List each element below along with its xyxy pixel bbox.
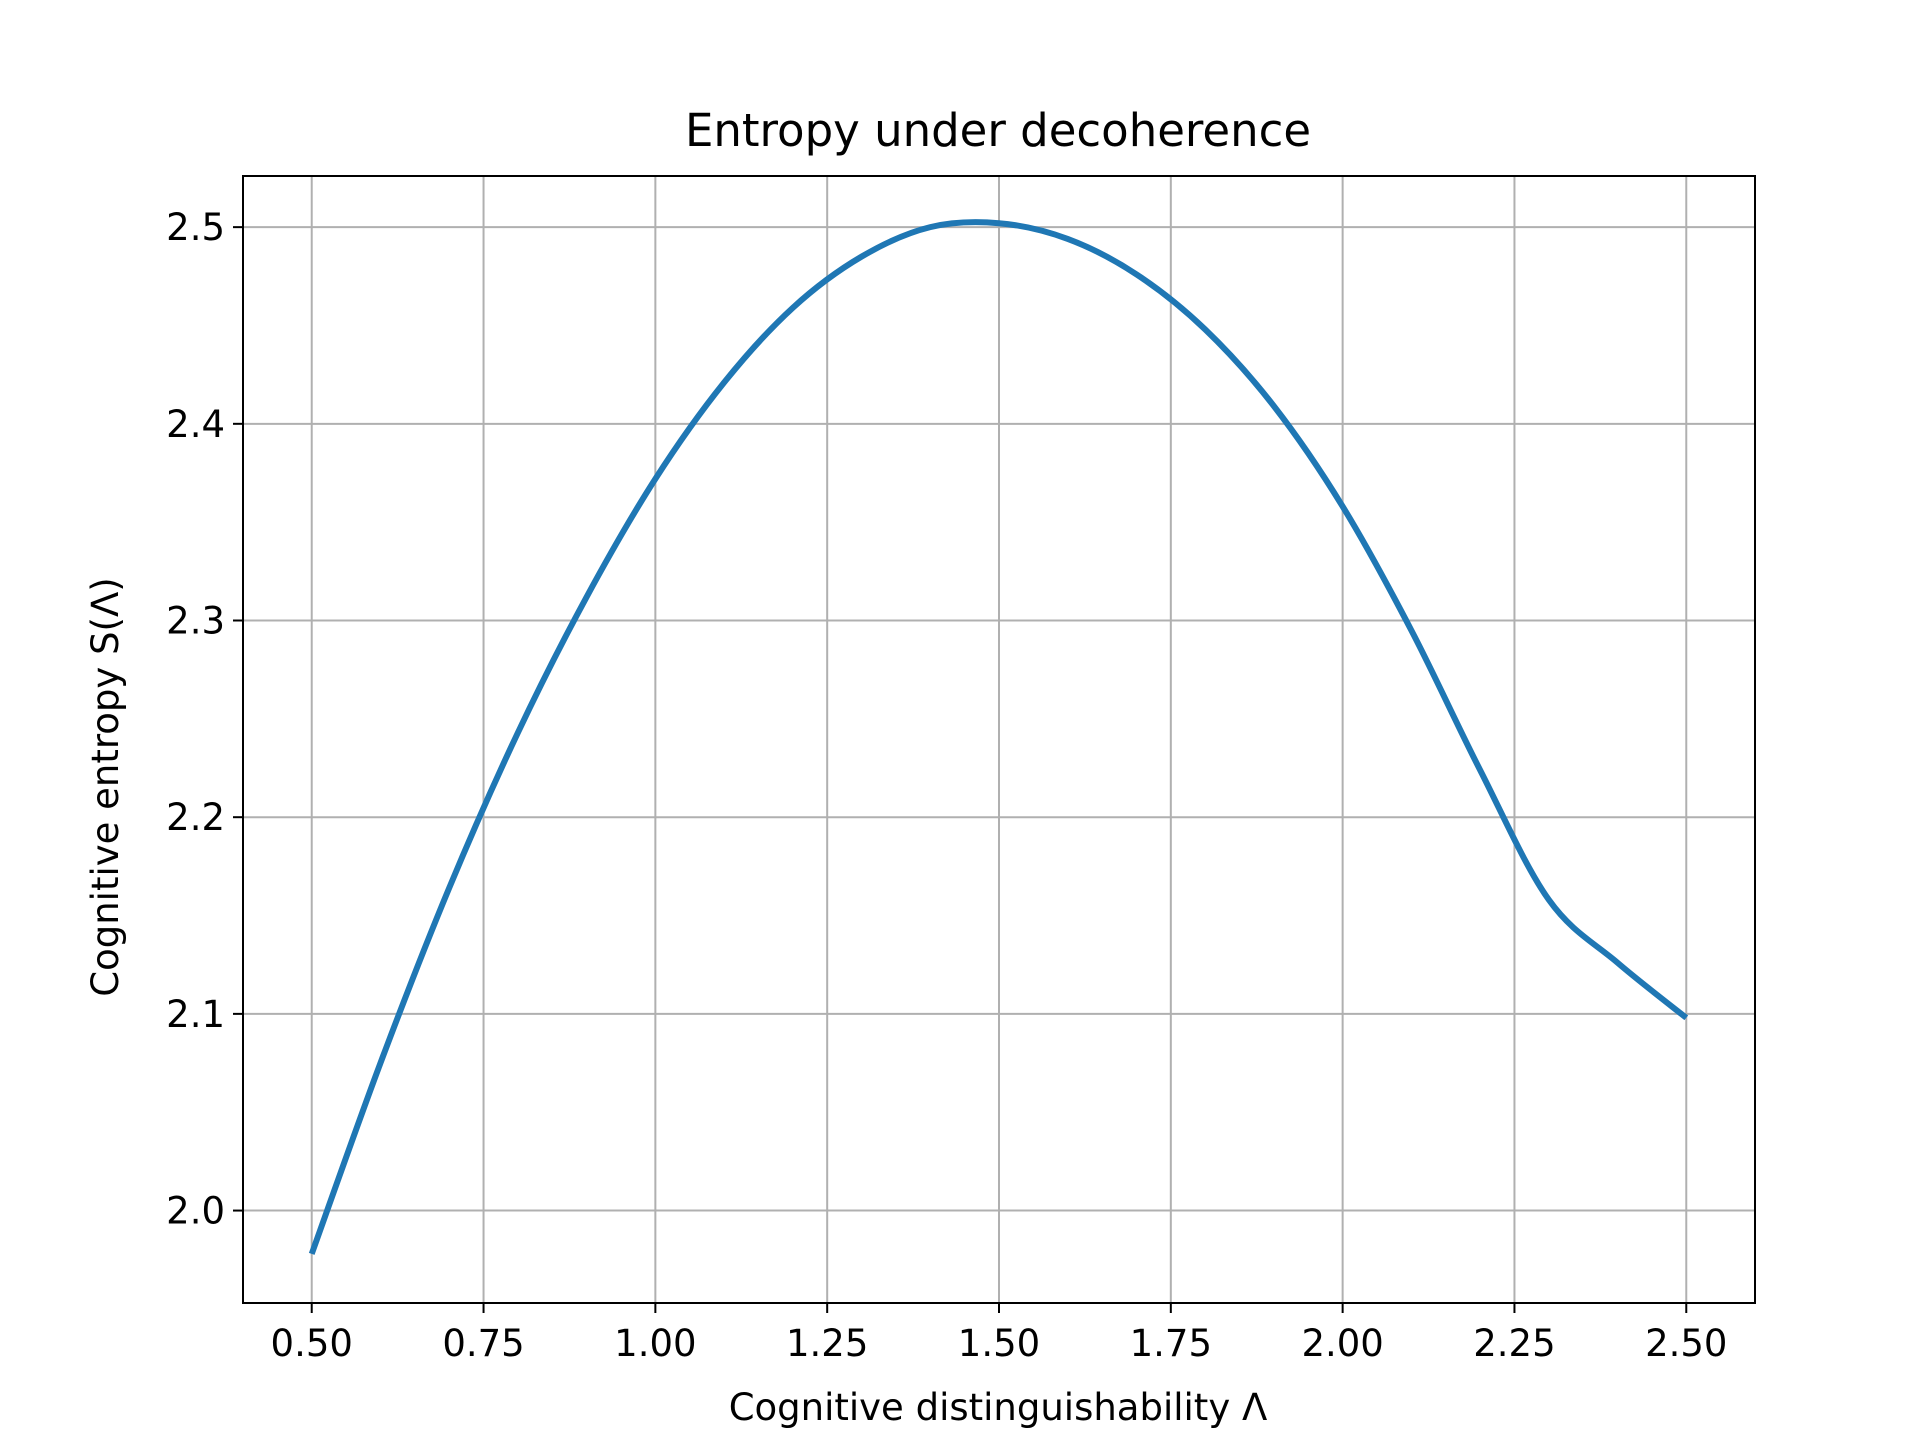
series-line <box>308 219 1689 1255</box>
x-tick-label: 1.25 <box>786 1322 868 1365</box>
x-tick-label: 2.50 <box>1645 1322 1727 1365</box>
chart-title: Entropy under decoherence <box>685 104 1311 157</box>
y-ticks: 2.0 2.1 2.2 2.3 2.4 2.5 <box>166 206 243 1233</box>
x-tick-label: 2.25 <box>1473 1322 1555 1365</box>
x-tick-label: 1.75 <box>1130 1322 1212 1365</box>
x-tick-label: 1.50 <box>958 1322 1040 1365</box>
y-tick-label: 2.5 <box>166 206 225 249</box>
x-tick-label: 1.00 <box>614 1322 696 1365</box>
y-tick-label: 2.3 <box>166 600 225 643</box>
y-tick-label: 2.1 <box>166 993 225 1036</box>
x-tick-label: 0.75 <box>442 1322 524 1365</box>
x-tick-label: 0.50 <box>271 1322 353 1365</box>
x-ticks: 0.50 0.75 1.00 1.25 1.50 1.75 2.00 2.25 2.50 <box>271 1303 1727 1365</box>
series-layer <box>308 219 1689 1255</box>
x-axis-label: Cognitive distinguishability Λ <box>729 1386 1268 1429</box>
y-tick-label: 2.0 <box>166 1190 225 1233</box>
x-tick-label: 2.00 <box>1301 1322 1383 1365</box>
y-tick-label: 2.2 <box>166 796 225 839</box>
grid <box>243 176 1755 1303</box>
y-tick-label: 2.4 <box>166 403 225 446</box>
y-axis-label: Cognitive entropy S(Λ) <box>84 577 127 996</box>
